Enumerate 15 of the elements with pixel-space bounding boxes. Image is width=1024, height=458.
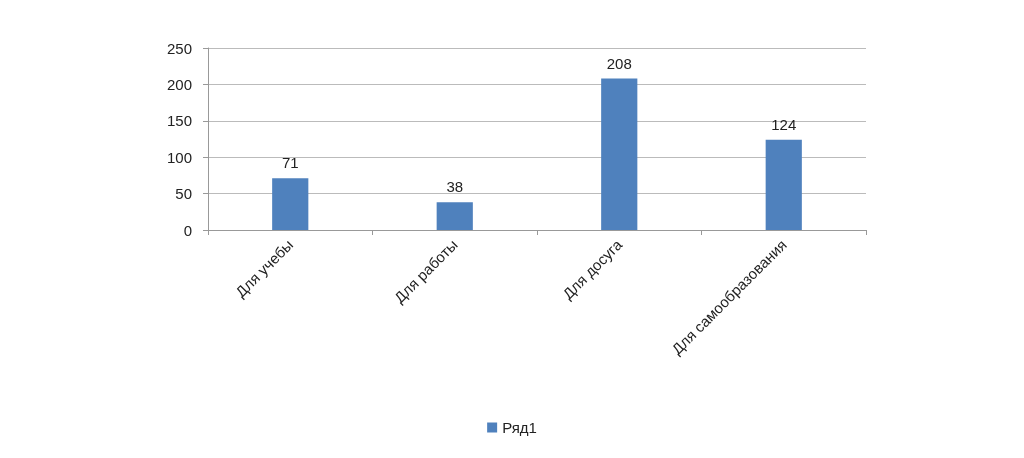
- bar: [436, 202, 473, 230]
- bar: [601, 78, 638, 230]
- data-label: 208: [606, 54, 632, 72]
- y-tick-label: 150: [166, 112, 192, 130]
- data-label: 71: [281, 154, 299, 172]
- data-label: 124: [771, 115, 797, 133]
- y-tick-label: 50: [175, 185, 192, 203]
- bar: [765, 139, 802, 230]
- y-tick-label: 250: [166, 39, 192, 57]
- legend-label: Ряд1: [502, 419, 537, 436]
- y-tick-label: 200: [166, 75, 192, 93]
- data-label: 38: [446, 178, 464, 196]
- y-tick-label: 0: [183, 221, 192, 239]
- y-tick-label: 100: [166, 148, 192, 166]
- bar: [272, 178, 309, 230]
